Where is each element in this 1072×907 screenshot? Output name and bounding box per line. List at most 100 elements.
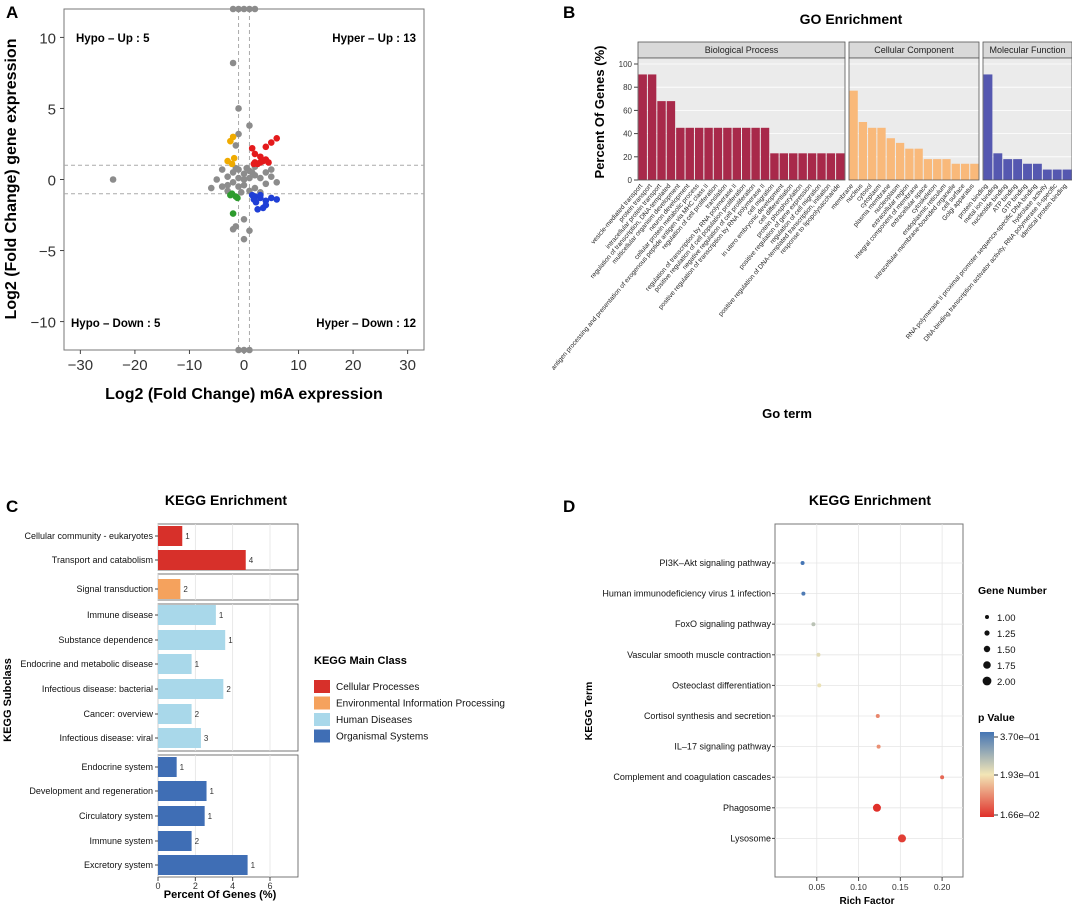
scatter-point [240, 170, 248, 178]
size-legend-label: 2.00 [997, 677, 1016, 688]
scatter-point [228, 160, 236, 168]
scatter-point [229, 5, 237, 13]
bubble-point [801, 591, 806, 596]
scatter-point [246, 346, 253, 354]
scatter-point [235, 346, 242, 354]
scatter-point [267, 173, 275, 180]
y-tick-label: 0 [48, 173, 56, 190]
legend-swatch [314, 729, 330, 743]
scatter-point [254, 206, 261, 213]
subclass-label: Signal transduction [76, 584, 153, 594]
scatter-point [248, 144, 256, 152]
go-bar [647, 74, 657, 180]
kegg-bar [158, 806, 205, 826]
scatter-point [265, 159, 272, 166]
go-bar [836, 153, 845, 180]
size-legend-label: 1.75 [997, 661, 1016, 672]
kegg-term-label: Phagosome [723, 803, 771, 813]
panel-d-color-legend-title: p Value [978, 712, 1015, 724]
bar-count-label: 1 [195, 660, 200, 669]
subclass-label: Immune disease [87, 610, 153, 620]
go-bar [858, 122, 868, 180]
kegg-bar [158, 679, 224, 699]
panel-d-title: KEGG Enrichment [809, 492, 931, 508]
go-bar [732, 127, 741, 180]
kegg-term-label: Cortisol synthesis and secretion [644, 711, 771, 721]
x-tick-label: 10 [290, 357, 307, 374]
kegg-bar [158, 831, 192, 851]
bar-count-label: 1 [228, 636, 233, 645]
x-tick-label: 0 [155, 881, 160, 891]
color-legend-label: 1.66e–02 [1000, 810, 1040, 821]
bar-count-label: 2 [183, 585, 188, 594]
panel-c-legend-title: KEGG Main Class [314, 655, 407, 667]
scatter-point [251, 5, 259, 13]
color-legend-label: 3.70e–01 [1000, 732, 1040, 743]
scatter-point [262, 169, 270, 176]
panel-b-title: GO Enrichment [800, 11, 903, 27]
panel-d-plot-area [774, 523, 964, 878]
bubble-point [800, 561, 805, 565]
size-legend-dot [983, 661, 991, 669]
size-legend-label: 1.50 [997, 645, 1016, 656]
subclass-label: Cellular community - eukaryotes [24, 531, 153, 541]
y-tick-label: −10 [31, 315, 56, 332]
y-tick-label: 20 [623, 153, 632, 162]
bubble-point [898, 834, 907, 843]
go-bar [638, 74, 647, 180]
kegg-term-label: PI3K–Akt signaling pathway [659, 558, 771, 568]
panel-a-ylabel: Log2 (Fold Change) gene expression [3, 39, 20, 320]
go-bar [1042, 169, 1052, 180]
kegg-bar [158, 526, 183, 546]
quadrant-hyper-down: Hyper – Down : 12 [316, 318, 416, 330]
panel-b: B GO Enrichment Percent Of Genes (%) 0 20… [550, 3, 1072, 421]
panel-b-xlabel: Go term [762, 406, 812, 421]
panel-a: A −30 −20 −10 0 10 20 30 −10 −5 0 5 10 Hypo – Up : … [3, 3, 425, 403]
bar-count-label: 2 [226, 685, 231, 694]
scatter-point [229, 59, 237, 67]
go-bar [905, 148, 914, 180]
subclass-label: Circulatory system [79, 811, 153, 821]
facet-border [637, 57, 846, 181]
x-tick-label: −30 [68, 357, 93, 374]
x-tick-label: −20 [122, 357, 147, 374]
go-bar [751, 127, 760, 180]
subclass-label: Endocrine system [81, 762, 153, 772]
subclass-label: Transport and catabolism [52, 555, 153, 565]
go-bar [723, 127, 732, 180]
scatter-point [235, 183, 242, 190]
scatter-point [229, 179, 237, 186]
size-legend-dot [982, 676, 992, 686]
scatter-point [234, 194, 241, 202]
subclass-label: Immune system [89, 836, 153, 846]
bar-count-label: 1 [180, 763, 185, 772]
quadrant-hyper-up: Hyper – Up : 13 [332, 33, 416, 45]
x-tick-label: 0.15 [892, 882, 909, 892]
facet-label: Biological Process [705, 45, 779, 55]
go-bar [970, 163, 979, 180]
go-bar [942, 159, 951, 180]
scatter-point [251, 150, 259, 158]
panel-c: C KEGG Enrichment 1 Cellular community - … [2, 492, 505, 901]
facet-border [848, 57, 980, 181]
scatter-point [229, 225, 237, 233]
x-tick-label: 0.10 [850, 882, 867, 892]
panel-a-xlabel: Log2 (Fold Change) m6A expression [105, 386, 383, 403]
panel-b-ylabel: Percent Of Genes (%) [592, 46, 607, 179]
scatter-point [224, 181, 231, 189]
bubble-point [872, 803, 881, 812]
scatter-point [246, 174, 253, 182]
scatter-point [243, 164, 251, 172]
y-tick-label: 100 [619, 60, 633, 69]
scatter-point [235, 105, 242, 112]
go-bar [868, 127, 877, 180]
scatter-point [246, 227, 253, 234]
panel-d-size-legend-title: Gene Number [978, 585, 1047, 597]
go-bar [983, 74, 993, 180]
subclass-label: Cancer: overview [83, 709, 153, 719]
scatter-point [207, 184, 215, 192]
scatter-point [240, 5, 248, 13]
kegg-term-label: Vascular smooth muscle contraction [627, 650, 771, 660]
go-bar [1023, 163, 1032, 180]
scatter-point [240, 235, 248, 243]
